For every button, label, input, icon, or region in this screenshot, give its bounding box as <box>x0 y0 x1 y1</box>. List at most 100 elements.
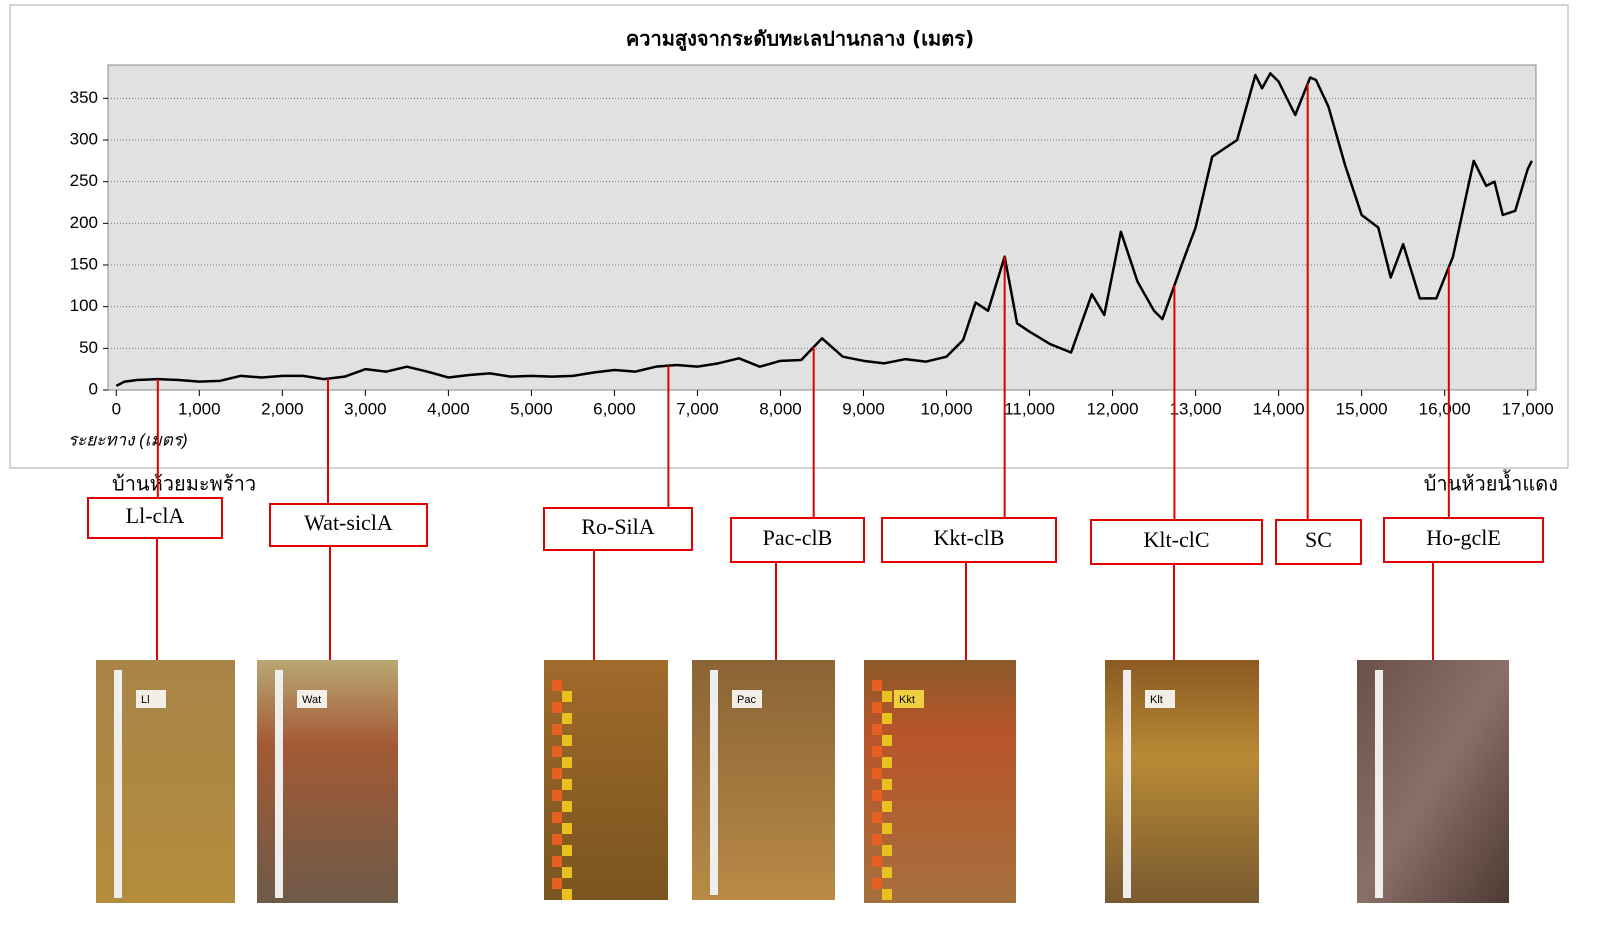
scale-block <box>562 779 572 790</box>
x-tick-label: 8,000 <box>759 399 802 418</box>
scale-block <box>562 823 572 834</box>
end-label: บ้านห้วยน้ำแดง <box>1424 469 1558 495</box>
scale-block <box>552 812 562 823</box>
label-box <box>87 497 223 539</box>
x-tick-label: 15,000 <box>1336 399 1388 418</box>
photo-label: Kkt <box>899 694 915 706</box>
soil-label: Ll-clA <box>126 503 185 528</box>
y-tick-label: 350 <box>70 88 98 107</box>
scale-block <box>552 856 562 867</box>
x-tick-label: 3,000 <box>344 399 387 418</box>
scale-block <box>872 812 882 823</box>
x-tick-label: 0 <box>112 399 121 418</box>
scale-block <box>562 691 572 702</box>
x-tick-label: 7,000 <box>676 399 719 418</box>
tape <box>1123 670 1131 898</box>
scale-block <box>552 724 562 735</box>
scale-block <box>872 724 882 735</box>
x-tick-label: 6,000 <box>593 399 636 418</box>
photo-tag <box>894 690 924 708</box>
scale-block <box>882 691 892 702</box>
x-tick-label: 1,000 <box>178 399 221 418</box>
y-tick-label: 100 <box>70 296 98 315</box>
plot-area <box>107 64 1537 391</box>
scale-block <box>562 845 572 856</box>
tape <box>114 670 122 898</box>
soil-label: Kkt-clB <box>934 525 1005 550</box>
scale-block <box>882 889 892 900</box>
y-tick-label: 250 <box>70 171 98 190</box>
start-label: บ้านห้วยมะพร้าว <box>112 473 256 495</box>
photo-label: Wat <box>302 694 321 706</box>
soil-label: Ro-SilA <box>581 514 654 539</box>
tape <box>1375 670 1383 898</box>
scale-block <box>562 757 572 768</box>
label-box <box>1090 519 1263 565</box>
x-tick-label: 5,000 <box>510 399 553 418</box>
label-box <box>543 507 693 551</box>
scale-block <box>552 746 562 757</box>
x-tick-label: 10,000 <box>921 399 973 418</box>
x-tick-label: 4,000 <box>427 399 470 418</box>
y-tick-label: 150 <box>70 254 98 273</box>
soil-label: SC <box>1305 527 1332 552</box>
label-box <box>1383 517 1544 563</box>
scale-block <box>562 867 572 878</box>
scale-block <box>552 790 562 801</box>
tape <box>275 670 283 898</box>
soil-label: Klt-clC <box>1144 527 1210 552</box>
scale-block <box>882 757 892 768</box>
chart-title: ความสูงจากระดับทะเลปานกลาง (เมตร) <box>626 27 974 53</box>
x-tick-label: 14,000 <box>1253 399 1305 418</box>
scale-block <box>872 878 882 889</box>
x-tick-label: 12,000 <box>1087 399 1139 418</box>
photo-tag <box>732 690 762 708</box>
scale-block <box>562 889 572 900</box>
label-box <box>730 517 865 563</box>
photo-label: Klt <box>1150 694 1163 706</box>
scale-block <box>872 856 882 867</box>
photo-label: Ll <box>141 694 150 706</box>
scale-block <box>562 713 572 724</box>
scale-block <box>872 834 882 845</box>
photo-tag <box>1145 690 1175 708</box>
x-tick-label: 2,000 <box>261 399 304 418</box>
scale-block <box>552 702 562 713</box>
scale-block <box>882 713 892 724</box>
y-tick-label: 50 <box>79 338 98 357</box>
scale-block <box>882 845 892 856</box>
scale-block <box>872 746 882 757</box>
label-box <box>269 503 428 547</box>
scale-block <box>882 867 892 878</box>
y-tick-label: 0 <box>89 379 98 398</box>
y-tick-label: 300 <box>70 129 98 148</box>
y-tick-label: 200 <box>70 213 98 232</box>
scale-block <box>552 878 562 889</box>
scale-block <box>872 790 882 801</box>
scale-block <box>552 834 562 845</box>
scale-block <box>872 768 882 779</box>
x-tick-label: 16,000 <box>1419 399 1471 418</box>
soil-label: Pac-clB <box>763 525 833 550</box>
x-tick-label: 11,000 <box>1004 399 1055 418</box>
soil-label: Ho-gclE <box>1426 525 1501 550</box>
x-tick-label: 17,000 <box>1502 399 1554 418</box>
elevation-line <box>115 72 1533 387</box>
x-axis-label: ระยะทาง (เมตร) <box>68 430 188 449</box>
scale-block <box>882 735 892 746</box>
scale-block <box>562 735 572 746</box>
scale-block <box>552 680 562 691</box>
scale-block <box>562 801 572 812</box>
scale-block <box>872 680 882 691</box>
x-tick-label: 13,000 <box>1170 399 1222 418</box>
label-box <box>1275 519 1362 565</box>
x-tick-label: 9,000 <box>842 399 885 418</box>
label-box <box>881 517 1057 563</box>
photo-label: Pac <box>737 694 756 706</box>
scale-block <box>552 768 562 779</box>
scale-block <box>882 801 892 812</box>
scale-block <box>882 823 892 834</box>
photo-tag <box>136 690 166 708</box>
